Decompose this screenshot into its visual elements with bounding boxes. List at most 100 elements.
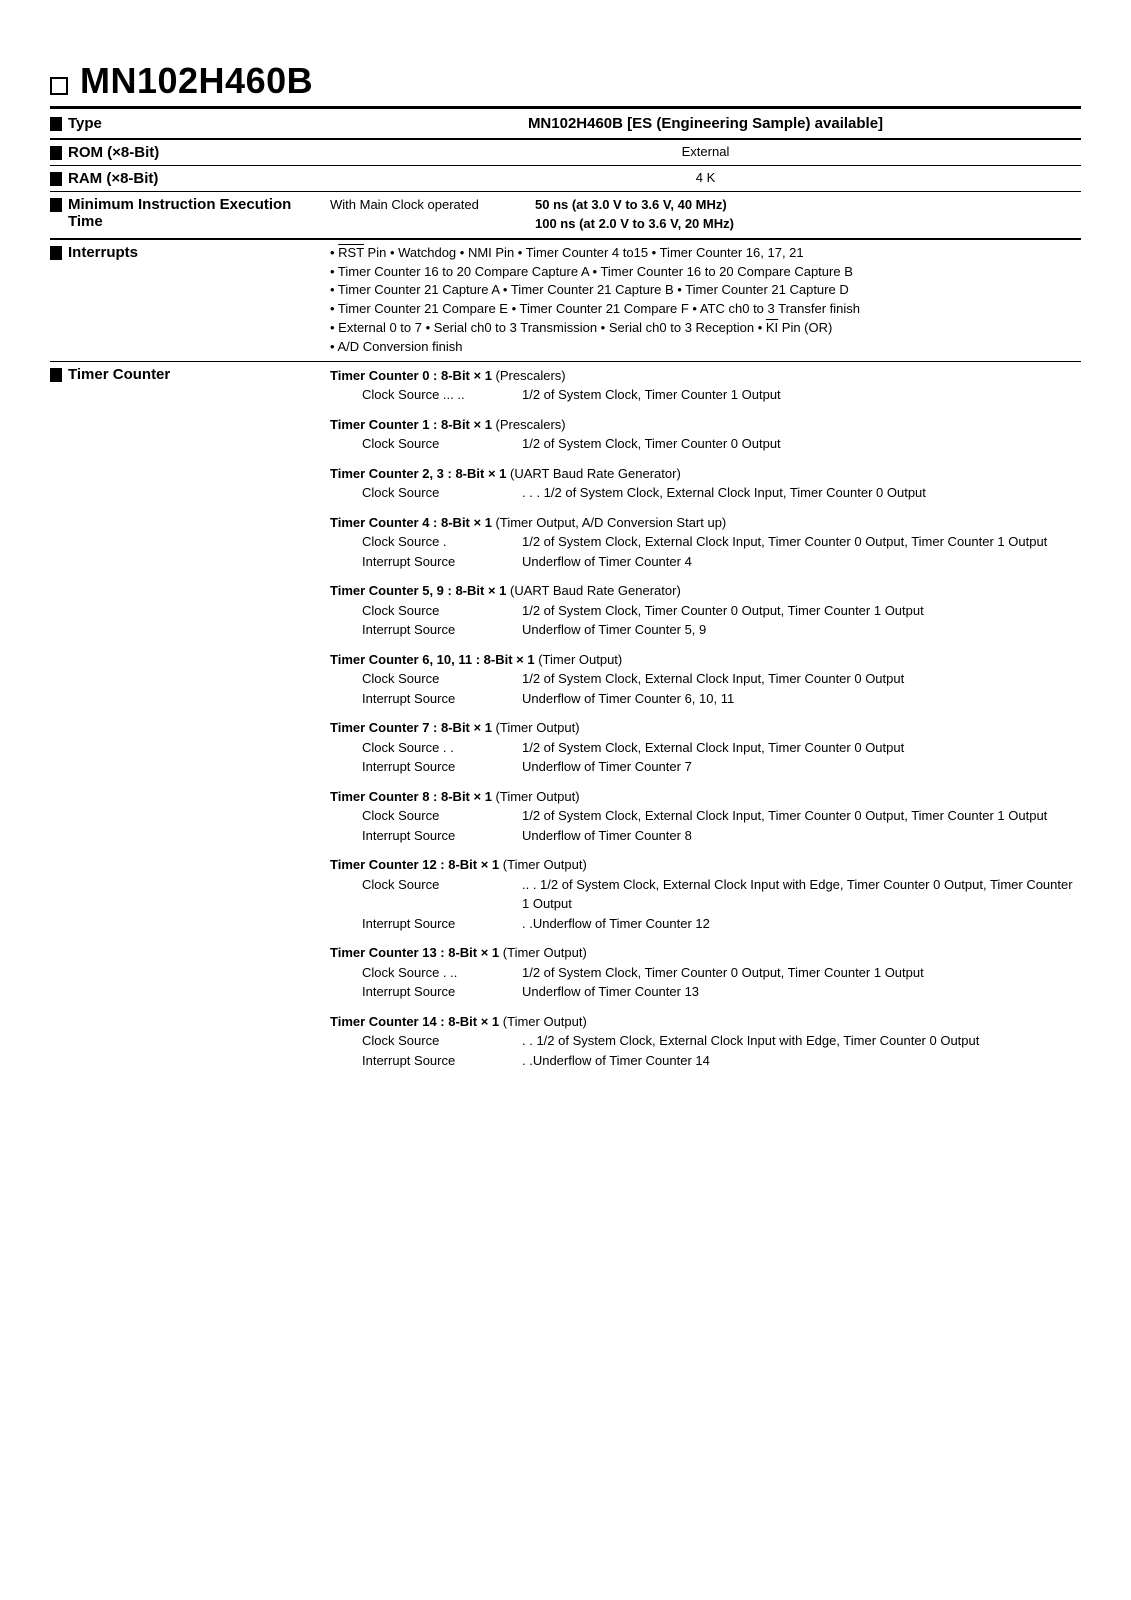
interrupts-line4: • Timer Counter 21 Compare E • Timer Cou… xyxy=(330,300,1081,319)
rom-label: ROM (×8-Bit) xyxy=(68,144,159,161)
interrupts-line3: • Timer Counter 21 Capture A • Timer Cou… xyxy=(330,281,1081,300)
tc-detail-value: 1/2 of System Clock, External Clock Inpu… xyxy=(522,532,1081,552)
tc-detail-value: 1/2 of System Clock, Timer Counter 1 Out… xyxy=(522,385,1081,405)
tc-header: Timer Counter 4 : 8-Bit × 1 (Timer Outpu… xyxy=(330,513,1081,533)
tc-section: Timer Counter 1 : 8-Bit × 1 (Prescalers)… xyxy=(330,415,1081,454)
tc-detail-value: .. . 1/2 of System Clock, External Clock… xyxy=(522,875,1081,914)
tc-detail-value: 1/2 of System Clock, External Clock Inpu… xyxy=(522,738,1081,758)
tc-detail-label: Interrupt Source xyxy=(362,1051,522,1071)
tc-header-rest: (UART Baud Rate Generator) xyxy=(506,583,680,598)
part-header: MN102H460B xyxy=(50,60,1081,109)
tc-detail: Interrupt SourceUnderflow of Timer Count… xyxy=(330,552,1081,572)
interrupts-line1: • RST Pin • Watchdog • NMI Pin • Timer C… xyxy=(330,244,1081,263)
tc-header-rest: (Timer Output) xyxy=(499,945,587,960)
tc-detail-value: . . . 1/2 of System Clock, External Cloc… xyxy=(522,483,1081,503)
tc-detail-label: Clock Source xyxy=(362,806,522,826)
tc-header-rest: (Prescalers) xyxy=(492,368,566,383)
int-l5-ki: KI xyxy=(766,320,778,335)
tc-detail-label: Interrupt Source xyxy=(362,689,522,709)
tc-detail-label: Interrupt Source xyxy=(362,552,522,572)
tc-detail-value: Underflow of Timer Counter 7 xyxy=(522,757,1081,777)
tc-header-bold: Timer Counter 0 : 8-Bit × 1 xyxy=(330,368,492,383)
checkbox-icon xyxy=(50,77,68,95)
bullet-icon xyxy=(50,117,62,131)
int-l1-rst: RST xyxy=(338,245,364,260)
tc-detail-label: Clock Source xyxy=(362,669,522,689)
tc-header-bold: Timer Counter 8 : 8-Bit × 1 xyxy=(330,789,492,804)
miet-value-cell: With Main Clock operated 50 ns (at 3.0 V… xyxy=(330,196,1081,234)
tc-header: Timer Counter 7 : 8-Bit × 1 (Timer Outpu… xyxy=(330,718,1081,738)
tc-detail-value: Underflow of Timer Counter 6, 10, 11 xyxy=(522,689,1081,709)
interrupts-row: Interrupts • RST Pin • Watchdog • NMI Pi… xyxy=(50,240,1081,362)
tc-detail: Clock Source ... ..1/2 of System Clock, … xyxy=(330,385,1081,405)
tc-detail-label: Interrupt Source xyxy=(362,826,522,846)
miet-line2: 100 ns (at 2.0 V to 3.6 V, 20 MHz) xyxy=(535,215,734,234)
tc-header-bold: Timer Counter 13 : 8-Bit × 1 xyxy=(330,945,499,960)
tc-header: Timer Counter 0 : 8-Bit × 1 (Prescalers) xyxy=(330,366,1081,386)
tc-section: Timer Counter 6, 10, 11 : 8-Bit × 1 (Tim… xyxy=(330,650,1081,709)
part-number: MN102H460B xyxy=(80,60,313,102)
bullet-icon xyxy=(50,246,62,260)
tc-detail-label: Interrupt Source xyxy=(362,914,522,934)
tc-section: Timer Counter 0 : 8-Bit × 1 (Prescalers)… xyxy=(330,366,1081,405)
tc-detail: Clock Source1/2 of System Clock, Timer C… xyxy=(330,434,1081,454)
tc-section: Timer Counter 2, 3 : 8-Bit × 1 (UART Bau… xyxy=(330,464,1081,503)
tc-detail: Clock Source.. . 1/2 of System Clock, Ex… xyxy=(330,875,1081,914)
ram-value: 4 K xyxy=(330,170,1081,185)
tc-detail: Clock Source1/2 of System Clock, Timer C… xyxy=(330,601,1081,621)
tc-section: Timer Counter 7 : 8-Bit × 1 (Timer Outpu… xyxy=(330,718,1081,777)
rom-label-cell: ROM (×8-Bit) xyxy=(50,144,330,161)
tc-header: Timer Counter 1 : 8-Bit × 1 (Prescalers) xyxy=(330,415,1081,435)
rom-value: External xyxy=(330,144,1081,159)
tc-detail-label: Clock Source xyxy=(362,483,522,503)
tc-label-cell: Timer Counter xyxy=(50,366,330,383)
tc-detail-value: Underflow of Timer Counter 4 xyxy=(522,552,1081,572)
tc-header-bold: Timer Counter 1 : 8-Bit × 1 xyxy=(330,417,492,432)
tc-header-bold: Timer Counter 2, 3 : 8-Bit × 1 xyxy=(330,466,506,481)
tc-detail-label: Interrupt Source xyxy=(362,757,522,777)
tc-section: Timer Counter 8 : 8-Bit × 1 (Timer Outpu… xyxy=(330,787,1081,846)
tc-detail-label: Clock Source xyxy=(362,434,522,454)
timer-counter-row: Timer Counter Timer Counter 0 : 8-Bit × … xyxy=(50,362,1081,1083)
tc-header-rest: (UART Baud Rate Generator) xyxy=(506,466,680,481)
tc-header-bold: Timer Counter 14 : 8-Bit × 1 xyxy=(330,1014,499,1029)
tc-header: Timer Counter 6, 10, 11 : 8-Bit × 1 (Tim… xyxy=(330,650,1081,670)
interrupts-value: • RST Pin • Watchdog • NMI Pin • Timer C… xyxy=(330,244,1081,357)
miet-label-cell: Minimum Instruction Execution Time xyxy=(50,196,330,230)
tc-detail-value: 1/2 of System Clock, External Clock Inpu… xyxy=(522,669,1081,689)
tc-header-rest: (Timer Output) xyxy=(499,1014,587,1029)
tc-detail-label: Interrupt Source xyxy=(362,620,522,640)
tc-detail-value: Underflow of Timer Counter 5, 9 xyxy=(522,620,1081,640)
int-l1-pre: • xyxy=(330,245,338,260)
tc-detail: Clock Source1/2 of System Clock, Externa… xyxy=(330,806,1081,826)
int-l5-pre: • External 0 to 7 • Serial ch0 to 3 Tran… xyxy=(330,320,766,335)
tc-value-cell: Timer Counter 0 : 8-Bit × 1 (Prescalers)… xyxy=(330,366,1081,1079)
tc-detail: Interrupt SourceUnderflow of Timer Count… xyxy=(330,620,1081,640)
tc-header: Timer Counter 12 : 8-Bit × 1 (Timer Outp… xyxy=(330,855,1081,875)
miet-col2: 50 ns (at 3.0 V to 3.6 V, 40 MHz) 100 ns… xyxy=(535,196,734,234)
miet-line1: 50 ns (at 3.0 V to 3.6 V, 40 MHz) xyxy=(535,196,734,215)
int-l5-post: Pin (OR) xyxy=(778,320,832,335)
tc-detail-label: Clock Source xyxy=(362,875,522,914)
tc-detail-value: . .Underflow of Timer Counter 14 xyxy=(522,1051,1081,1071)
interrupts-line5: • External 0 to 7 • Serial ch0 to 3 Tran… xyxy=(330,319,1081,338)
interrupts-line6: • A/D Conversion finish xyxy=(330,338,1081,357)
type-value: MN102H460B [ES (Engineering Sample) avai… xyxy=(330,115,1081,132)
miet-label: Minimum Instruction Execution Time xyxy=(68,196,330,230)
tc-detail-value: 1/2 of System Clock, Timer Counter 0 Out… xyxy=(522,963,1081,983)
tc-header: Timer Counter 8 : 8-Bit × 1 (Timer Outpu… xyxy=(330,787,1081,807)
tc-detail: Interrupt Source. .Underflow of Timer Co… xyxy=(330,914,1081,934)
tc-detail: Clock Source. . 1/2 of System Clock, Ext… xyxy=(330,1031,1081,1051)
tc-detail: Clock Source .1/2 of System Clock, Exter… xyxy=(330,532,1081,552)
tc-detail-value: Underflow of Timer Counter 13 xyxy=(522,982,1081,1002)
tc-header-rest: (Timer Output) xyxy=(535,652,623,667)
tc-detail-label: Clock Source ... .. xyxy=(362,385,522,405)
tc-detail: Interrupt SourceUnderflow of Timer Count… xyxy=(330,757,1081,777)
tc-detail-label: Clock Source xyxy=(362,601,522,621)
tc-section: Timer Counter 13 : 8-Bit × 1 (Timer Outp… xyxy=(330,943,1081,1002)
tc-detail-label: Clock Source . .. xyxy=(362,963,522,983)
tc-detail-value: 1/2 of System Clock, Timer Counter 0 Out… xyxy=(522,434,1081,454)
miet-col1: With Main Clock operated xyxy=(330,196,535,234)
tc-detail: Clock Source . ..1/2 of System Clock, Ti… xyxy=(330,963,1081,983)
tc-label: Timer Counter xyxy=(68,366,170,383)
